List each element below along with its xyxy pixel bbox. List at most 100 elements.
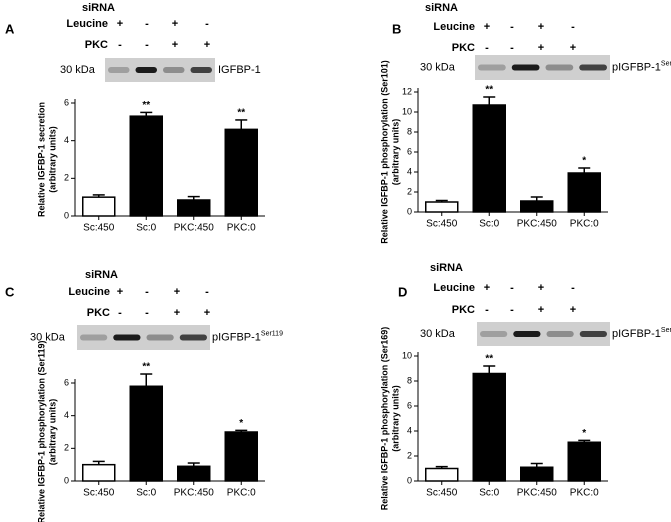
y-tick-label: 12 <box>402 86 412 96</box>
protein-name: pIGFBP-1 <box>212 331 261 343</box>
treatment-sign: + <box>538 21 544 33</box>
y-axis-label: (arbitrary units) <box>390 385 400 452</box>
treatment-sign: + <box>174 286 180 298</box>
treatment-sign: + <box>204 307 210 319</box>
y-tick-label: 2 <box>407 186 412 196</box>
bar <box>224 128 258 217</box>
blot-band <box>163 67 185 73</box>
x-tick-label: Sc:0 <box>479 488 499 499</box>
panel-letter: B <box>392 21 401 36</box>
treatment-label: PKC <box>452 42 475 54</box>
blot-band <box>113 334 141 341</box>
bar <box>425 201 459 213</box>
marker-label: 30 kDa <box>420 328 456 340</box>
y-tick-label: 4 <box>64 410 69 420</box>
treatment-sign: + <box>484 21 490 33</box>
y-tick-label: 0 <box>407 206 412 216</box>
y-tick-label: 8 <box>407 126 412 136</box>
y-tick-label: 10 <box>402 106 412 116</box>
x-tick-label: PKC:450 <box>517 488 557 499</box>
y-tick-label: 6 <box>64 377 69 387</box>
treatment-label: PKC <box>452 304 475 316</box>
bar <box>567 441 601 482</box>
y-tick-label: 6 <box>407 146 412 156</box>
treatment-label: Leucine <box>433 282 475 294</box>
treatment-sign: + <box>538 42 544 54</box>
significance: ** <box>142 100 150 111</box>
y-tick-label: 4 <box>64 135 69 145</box>
x-tick-label: PKC:450 <box>517 219 557 230</box>
x-tick-label: Sc:0 <box>136 488 156 499</box>
blot-band <box>546 331 574 337</box>
protein-name: pIGFBP-1 <box>612 328 661 340</box>
y-tick-label: 0 <box>64 475 69 485</box>
treatment-sign: - <box>145 39 149 51</box>
blot-band <box>513 331 541 337</box>
bar <box>224 431 258 482</box>
bar <box>425 467 459 482</box>
treatment-sign: + <box>204 39 210 51</box>
bar <box>177 199 211 217</box>
treatment-sign: - <box>510 21 514 33</box>
blot-band <box>179 334 207 341</box>
significance: ** <box>237 108 245 119</box>
x-tick-label: PKC:0 <box>227 223 256 234</box>
marker-label: 30 kDa <box>60 64 96 76</box>
protein-label: IGFBP-1 <box>218 64 261 76</box>
y-axis-label: Relative IGFBP-1 secretion <box>36 102 46 217</box>
protein-name: pIGFBP-1 <box>612 61 661 73</box>
y-tick-label: 2 <box>64 443 69 453</box>
y-tick-label: 0 <box>64 210 69 220</box>
treatment-sign: - <box>485 304 489 316</box>
significance: ** <box>485 354 493 365</box>
treatment-sign: + <box>538 304 544 316</box>
significance: ** <box>142 362 150 373</box>
blot-band <box>511 64 540 71</box>
treatment-sign: - <box>205 18 209 30</box>
y-axis-label: Relative IGFBP-1 phosphorylation (Ser169… <box>379 327 389 511</box>
bar <box>82 463 116 482</box>
blot-band <box>545 64 574 71</box>
x-tick-label: PKC:450 <box>174 223 214 234</box>
significance: * <box>582 428 586 439</box>
protein-label: pIGFBP-1Ser101 <box>612 60 671 73</box>
blot-band <box>80 334 108 341</box>
bar <box>177 465 211 482</box>
y-tick-label: 4 <box>407 166 412 176</box>
blot-band <box>579 331 607 337</box>
treatment-sign: + <box>172 18 178 30</box>
protein-site: Ser101 <box>661 60 671 67</box>
treatment-sign: - <box>571 21 575 33</box>
bar <box>567 172 601 213</box>
treatment-label: Leucine <box>66 18 108 30</box>
treatment-label: Leucine <box>433 21 475 33</box>
y-axis-label: Relative IGFBP-1 phosphorylation (Ser119… <box>36 340 46 522</box>
treatment-sign: - <box>510 304 514 316</box>
x-tick-label: Sc:450 <box>426 488 458 499</box>
x-tick-label: Sc:450 <box>83 488 115 499</box>
protein-site: Ser169 <box>661 327 671 334</box>
y-tick-label: 0 <box>407 475 412 485</box>
x-tick-label: Sc:450 <box>83 223 115 234</box>
bar <box>129 115 163 217</box>
significance: * <box>239 418 243 429</box>
treatment-label: Leucine <box>68 286 110 298</box>
blot-band <box>135 67 157 73</box>
x-tick-label: Sc:0 <box>479 219 499 230</box>
x-tick-label: Sc:0 <box>136 223 156 234</box>
treatment-sign: + <box>570 42 576 54</box>
treatment-sign: - <box>510 42 514 54</box>
blot-band <box>579 64 607 71</box>
blot-heading: siRNA <box>85 269 118 281</box>
panel-letter: D <box>398 284 407 299</box>
y-axis-label: (arbitrary units) <box>390 119 400 186</box>
x-tick-label: PKC:0 <box>570 488 599 499</box>
blot-band <box>190 67 212 73</box>
protein-site: Ser119 <box>261 330 283 337</box>
significance: * <box>582 156 586 167</box>
blot-heading: siRNA <box>425 2 458 14</box>
x-tick-label: Sc:450 <box>426 219 458 230</box>
y-axis-label: Relative IGFBP-1 phosphorylation (Ser101… <box>379 60 389 244</box>
x-tick-label: PKC:0 <box>227 488 256 499</box>
y-tick-label: 8 <box>407 375 412 385</box>
